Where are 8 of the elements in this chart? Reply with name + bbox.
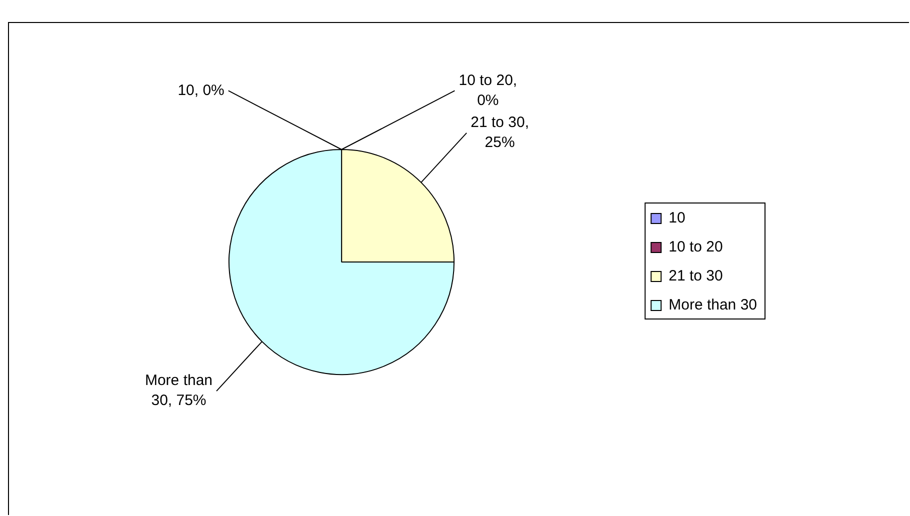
text: 10 to 20, 0% — [458, 72, 518, 109]
text: 10, 0% — [178, 82, 224, 99]
data-label: More than 30, 75% — [144, 372, 213, 410]
legend-label: More than 30 — [668, 296, 757, 314]
legend-label: 10 to 20 — [668, 238, 723, 256]
data-label: 21 to 30, 25% — [470, 114, 529, 152]
legend-label: 10 — [668, 210, 686, 227]
legend-label: 21 to 30 — [668, 268, 723, 285]
